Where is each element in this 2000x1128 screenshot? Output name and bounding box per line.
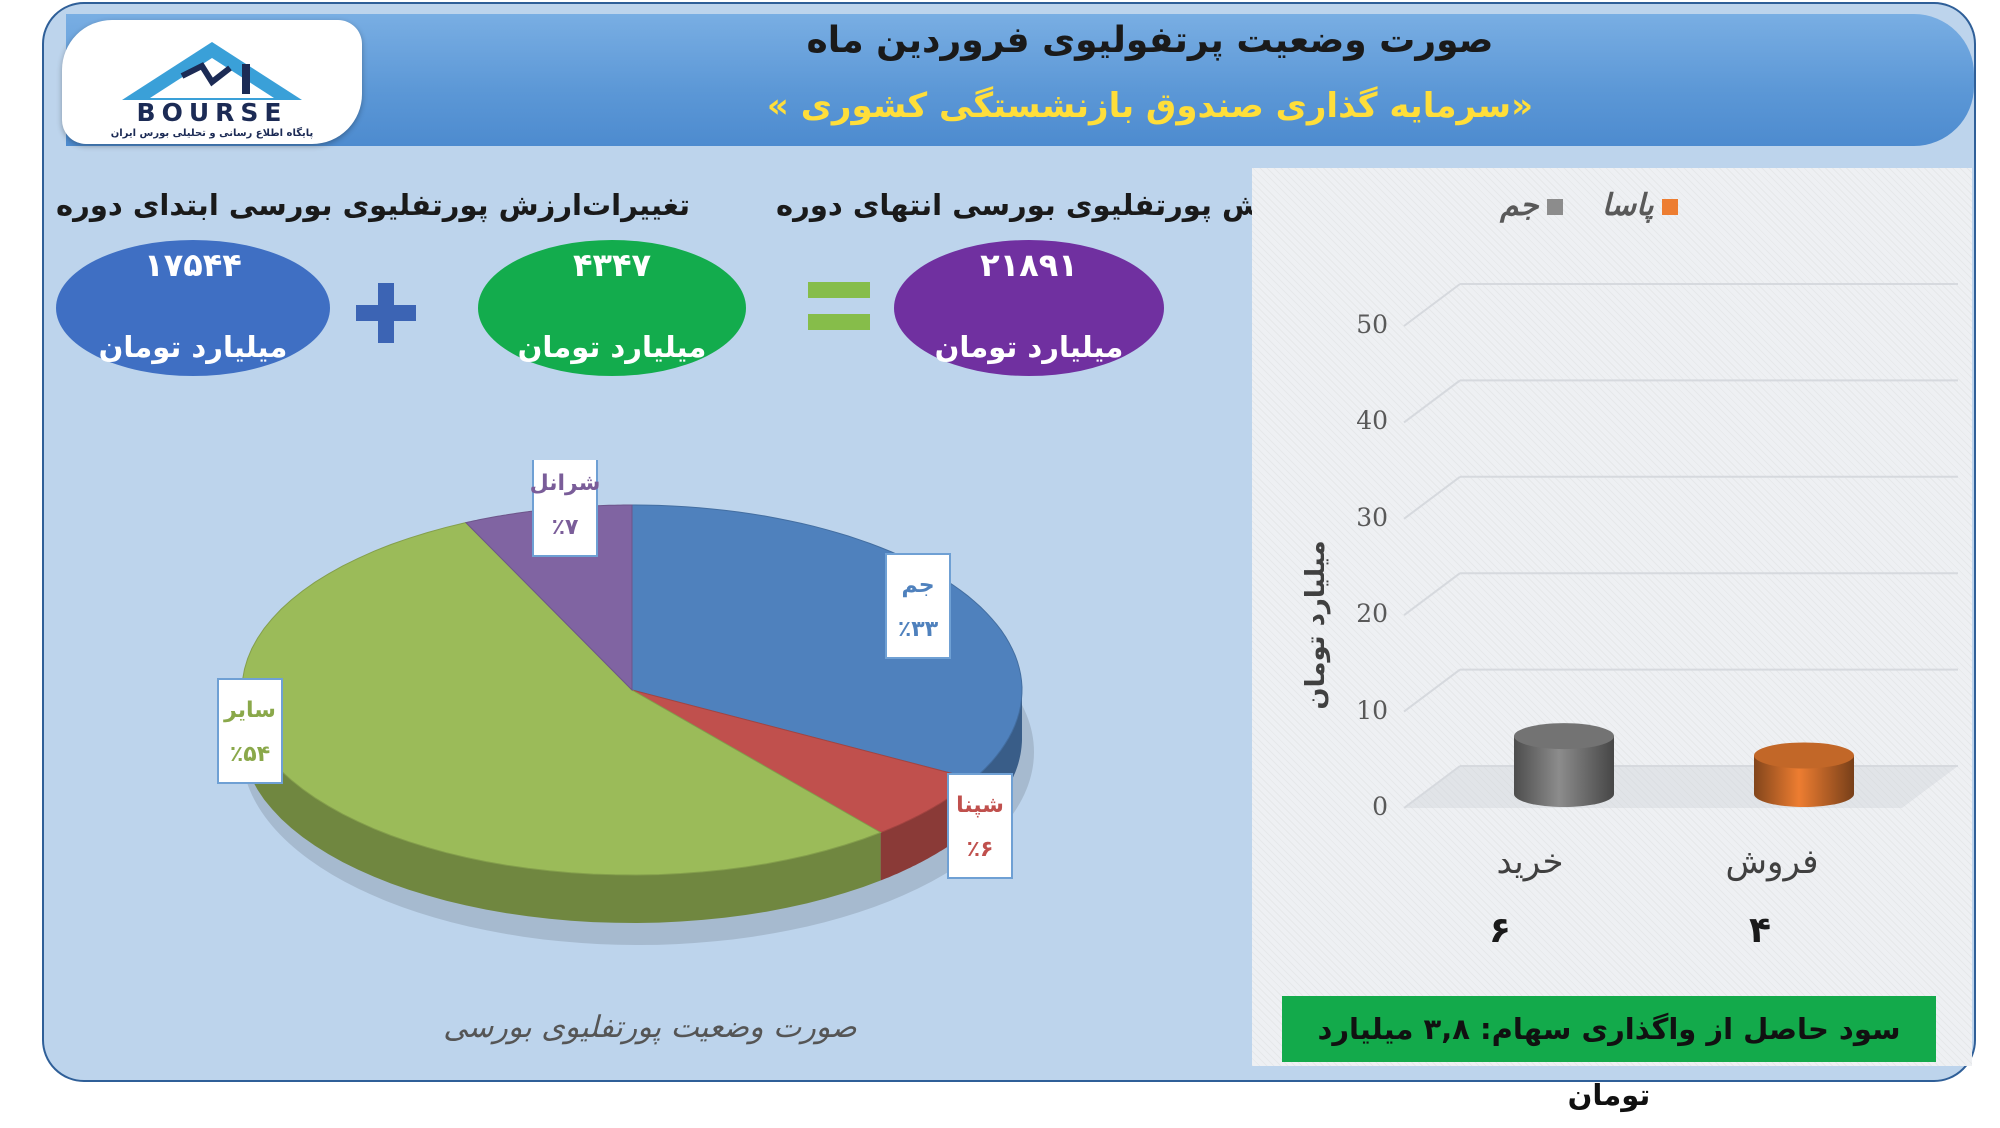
legend-swatch-pasa (1661, 198, 1678, 215)
start-value-number: ۱۷۵۴۴ (144, 246, 242, 284)
value-label-sell: ۴ (1749, 910, 1771, 951)
end-value-ellipse: ۲۱۸۹۱ میلیارد تومان (894, 240, 1164, 376)
pie-side-2 (242, 690, 881, 923)
grid-diag-5 (1403, 283, 1461, 327)
y-tick-label-5: 50 (1356, 310, 1388, 339)
pie-label-3: شرانل ٪۷ (530, 460, 601, 557)
bar-1-1 (1754, 742, 1854, 807)
grid-diag-0 (1403, 765, 1461, 809)
pie-label-0: جم ٪۳۳ (885, 553, 951, 659)
pie-label-value-0: ٪۳۳ (898, 617, 939, 642)
legend-item-pasa: پاسا (1602, 188, 1686, 223)
portfolio-pie-chart: جم ٪۳۳ شپنا ٪۶ سایر ٪۵۴ شرانل ٪۷ (217, 460, 1034, 945)
start-value-ellipse: ۱۷۵۴۴ میلیارد تومان (56, 240, 330, 376)
y-tick-label-0: 0 (1372, 792, 1388, 821)
end-value-unit: میلیارد تومان (934, 330, 1124, 364)
change-value-unit: میلیارد تومان (517, 330, 707, 364)
page-subtitle: «سرمایه گذاری صندوق بازنشستگی کشوری » (766, 86, 1534, 126)
pie-label-2: سایر ٪۵۴ (217, 678, 283, 784)
pie-chart-title: صورت وضعیت پورتفلیوی بورسی (443, 1010, 857, 1045)
start-value-unit: میلیارد تومان (98, 330, 288, 364)
pie-label-value-2: ٪۵۴ (230, 742, 270, 767)
pie-label-name-2: سایر (223, 698, 276, 723)
end-value-label: ارزش پورتفلیوی بورسی انتهای دوره (776, 188, 1306, 222)
legend-label-jam: جم (1500, 188, 1539, 223)
bar-0-0 (1514, 723, 1614, 807)
bourse-logo: BOURSE پایگاه اطلاع رسانی و تحلیلی بورس … (62, 20, 362, 144)
grid-diag-4 (1403, 379, 1461, 424)
legend-swatch-jam (1546, 198, 1563, 215)
trade-bar-chart-panel (1252, 168, 1972, 1066)
end-value-number: ۲۱۸۹۱ (980, 246, 1078, 284)
y-tick-label-2: 20 (1356, 599, 1388, 629)
pie-label-name-3: شرانل (530, 471, 601, 496)
pie-label-name-1: شپنا (956, 793, 1004, 818)
plus-operator-icon (356, 283, 416, 343)
y-tick-label-1: 10 (1356, 695, 1388, 725)
logo-mark-icon (122, 42, 302, 100)
equals-operator-icon (808, 282, 870, 332)
change-value-number: ۴۳۴۷ (572, 246, 652, 284)
y-tick-label-4: 40 (1356, 406, 1388, 436)
bar-chart-legend: پاسا جم (1500, 188, 1686, 223)
grid-diag-2 (1403, 572, 1461, 617)
grid-diag-3 (1403, 475, 1461, 520)
pie-label-name-0: جم (901, 573, 934, 598)
y-tick-label-3: 30 (1356, 502, 1388, 532)
pie-label-value-1: ٪۶ (967, 837, 994, 862)
page-title: صورت وضعیت پرتفولیوی فروردین ماه (806, 20, 1494, 61)
logo-tagline: پایگاه اطلاع رسانی و تحلیلی بورس ایران (110, 128, 314, 139)
value-label-buy: ۶ (1489, 910, 1511, 951)
bar-chart-y-axis-label: میلیارد تومان (1301, 540, 1331, 710)
category-label-buy: خرید (1496, 842, 1564, 882)
legend-item-jam: جم (1500, 188, 1571, 223)
category-label-sell: فروش (1725, 842, 1819, 882)
pie-label-1: شپنا ٪۶ (947, 773, 1013, 879)
profit-note: سود حاصل از واگذاری سهام: ۳,۸ میلیارد تو… (1282, 996, 1936, 1112)
pie-slice-2 (241, 522, 882, 876)
change-value-ellipse: ۴۳۴۷ میلیارد تومان (478, 240, 746, 376)
start-value-label: ارزش پورتفلیوی بورسی ابتدای دوره (56, 188, 582, 222)
grid-diag-1 (1403, 668, 1461, 713)
header-banner (66, 14, 1974, 146)
pie-label-value-3: ٪۷ (552, 515, 579, 540)
legend-label-pasa: پاسا (1601, 188, 1654, 223)
change-value-label: تغییرات (582, 188, 691, 222)
trade-bar-chart (1403, 283, 1958, 809)
logo-wordmark: BOURSE (136, 98, 288, 127)
